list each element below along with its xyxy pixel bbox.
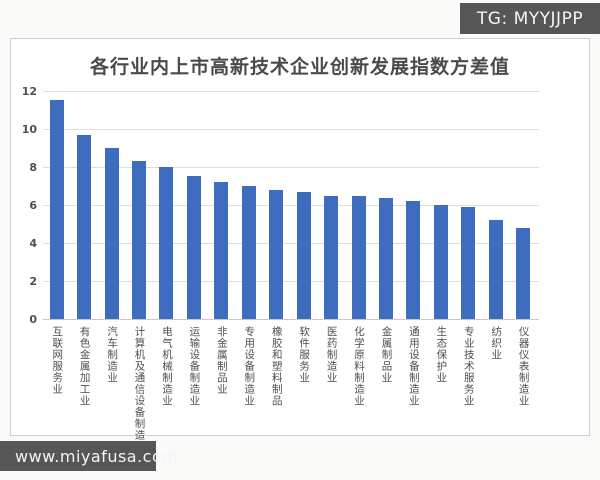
gridline — [43, 243, 539, 244]
x-label-slot: 通用设备制造业 — [400, 326, 427, 407]
telegram-watermark-badge: TG: MYYJJPP — [460, 3, 600, 34]
bar-slot — [400, 91, 427, 319]
bar-slot — [372, 91, 399, 319]
bar-slot — [208, 91, 235, 319]
x-axis-category-label: 生态保护业 — [435, 326, 448, 384]
bar — [132, 161, 147, 319]
x-axis-category-label: 电气机械制造业 — [160, 326, 173, 407]
bar — [49, 100, 64, 319]
bar — [269, 190, 284, 319]
bar-slot — [43, 91, 70, 319]
x-label-slot: 仪器仪表制造业 — [509, 326, 536, 407]
bar — [186, 176, 201, 319]
x-axis-category-label: 化学原料制造业 — [353, 326, 366, 407]
x-axis-category-label: 非金属制品业 — [215, 326, 228, 395]
telegram-watermark-text: TG: MYYJJPP — [476, 8, 584, 29]
gridline — [43, 205, 539, 206]
bar-slot — [427, 91, 454, 319]
bar-slot — [263, 91, 290, 319]
bar — [214, 182, 229, 319]
x-axis-category-label: 纺织业 — [490, 326, 503, 361]
y-axis-tick-label: 4 — [29, 237, 37, 250]
bar — [378, 198, 393, 319]
gridline — [43, 281, 539, 282]
chart-card: 各行业内上市高新技术企业创新发展指数方差值 0 2 4 6 8 10 12 互联网服务业 有色… — [10, 38, 590, 441]
bar-slot — [153, 91, 180, 319]
bar-slot — [509, 91, 536, 319]
x-axis-line — [43, 319, 539, 320]
x-label-slot: 医药制造业 — [317, 326, 344, 384]
chart-title: 各行业内上市高新技术企业创新发展指数方差值 — [89, 56, 510, 78]
bar — [351, 196, 366, 319]
bar — [159, 167, 174, 319]
bar-slot — [125, 91, 152, 319]
bar-slot — [345, 91, 372, 319]
x-label-slot: 非金属制品业 — [208, 326, 235, 395]
bar-slot — [290, 91, 317, 319]
plot-area: 0 2 4 6 8 10 12 — [22, 86, 539, 325]
x-label-slot: 汽车制造业 — [98, 326, 125, 384]
x-label-slot: 电气机械制造业 — [153, 326, 180, 407]
x-axis-category-label: 计算机及通信设备制造 — [133, 326, 146, 441]
y-axis-tick-label: 2 — [29, 275, 37, 288]
x-axis-category-label: 橡胶和塑料制品 — [270, 326, 283, 407]
x-label-slot: 运输设备制造业 — [180, 326, 207, 407]
bar — [461, 207, 476, 319]
x-axis-category-label: 医药制造业 — [325, 326, 338, 384]
y-axis-tick-label: 10 — [21, 123, 37, 136]
x-label-slot: 软件服务业 — [290, 326, 317, 384]
bar — [433, 205, 448, 319]
bar-slot — [70, 91, 97, 319]
x-axis-category-label: 金属制品业 — [380, 326, 393, 384]
y-axis-tick-label: 12 — [21, 85, 37, 98]
bar — [488, 220, 503, 319]
x-label-slot: 金属制品业 — [372, 326, 399, 384]
x-label-slot: 互联网服务业 — [43, 326, 70, 395]
gridline — [43, 129, 539, 130]
x-axis-category-label: 软件服务业 — [298, 326, 311, 384]
bar — [296, 192, 311, 319]
x-axis-category-label: 汽车制造业 — [106, 326, 119, 384]
bar — [77, 135, 92, 319]
bar — [406, 201, 421, 319]
x-axis-category-label: 互联网服务业 — [51, 326, 64, 395]
x-label-slot: 纺织业 — [482, 326, 509, 361]
grid-layer: 0 2 4 6 8 10 12 — [22, 86, 539, 325]
y-axis-tick-label: 6 — [29, 199, 37, 212]
gridline — [43, 91, 539, 92]
x-label-slot: 化学原料制造业 — [345, 326, 372, 407]
x-axis-category-label: 运输设备制造业 — [188, 326, 201, 407]
x-label-slot: 橡胶和塑料制品 — [263, 326, 290, 407]
bar-slot — [455, 91, 482, 319]
bar-slot — [317, 91, 344, 319]
bar-slot — [235, 91, 262, 319]
bar — [241, 186, 256, 319]
website-watermark-badge: www.miyafusa.com — [0, 441, 178, 471]
y-axis-tick-label: 0 — [29, 313, 37, 326]
bars-layer — [43, 91, 537, 319]
website-watermark-text: www.miyafusa.com — [15, 446, 179, 466]
bar — [516, 228, 531, 319]
bar-slot — [180, 91, 207, 319]
x-axis-category-label: 仪器仪表制造业 — [517, 326, 530, 407]
x-label-slot: 有色金属加工业 — [70, 326, 97, 407]
x-axis-category-label: 专业技术服务业 — [462, 326, 475, 407]
bar-slot — [482, 91, 509, 319]
x-axis-category-label: 专用设备制造业 — [243, 326, 256, 407]
x-label-slot: 专用设备制造业 — [235, 326, 262, 407]
x-axis-labels: 互联网服务业 有色金属加工业 汽车制造业 计算机及通信设备制造 电气机械制造业 运输设备制… — [43, 326, 537, 441]
x-label-slot: 计算机及通信设备制造 — [125, 326, 152, 441]
x-label-slot: 生态保护业 — [427, 326, 454, 384]
x-axis-category-label: 有色金属加工业 — [78, 326, 91, 407]
x-label-slot: 专业技术服务业 — [455, 326, 482, 407]
bar — [324, 196, 339, 319]
y-axis-tick-label: 8 — [29, 161, 37, 174]
bar — [104, 148, 119, 319]
x-axis-category-label: 通用设备制造业 — [407, 326, 420, 407]
gridline — [43, 167, 539, 168]
bar-slot — [98, 91, 125, 319]
